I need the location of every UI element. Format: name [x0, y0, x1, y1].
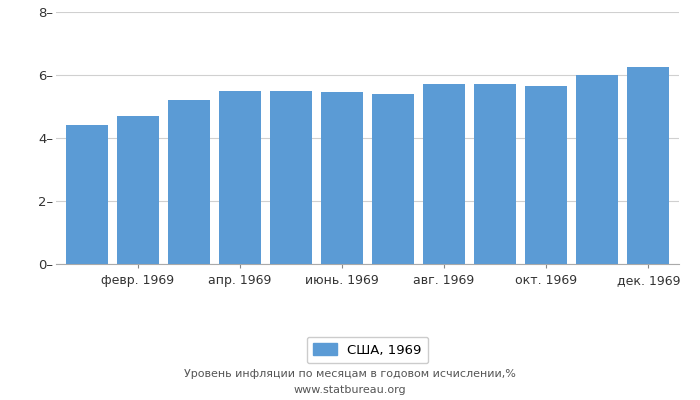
Bar [66, 125, 108, 264]
Bar [474, 84, 516, 264]
Text: www.statbureau.org: www.statbureau.org [294, 385, 406, 395]
Bar [424, 84, 465, 264]
Bar [525, 86, 567, 264]
Bar [117, 116, 159, 264]
Bar [321, 92, 363, 264]
Legend: США, 1969: США, 1969 [307, 337, 428, 363]
Bar [576, 75, 618, 264]
Bar [168, 100, 210, 264]
Text: Уровень инфляции по месяцам в годовом исчислении,%: Уровень инфляции по месяцам в годовом ис… [184, 369, 516, 379]
Bar [219, 91, 261, 264]
Bar [627, 67, 669, 264]
Bar [372, 94, 414, 264]
Bar [270, 91, 312, 264]
